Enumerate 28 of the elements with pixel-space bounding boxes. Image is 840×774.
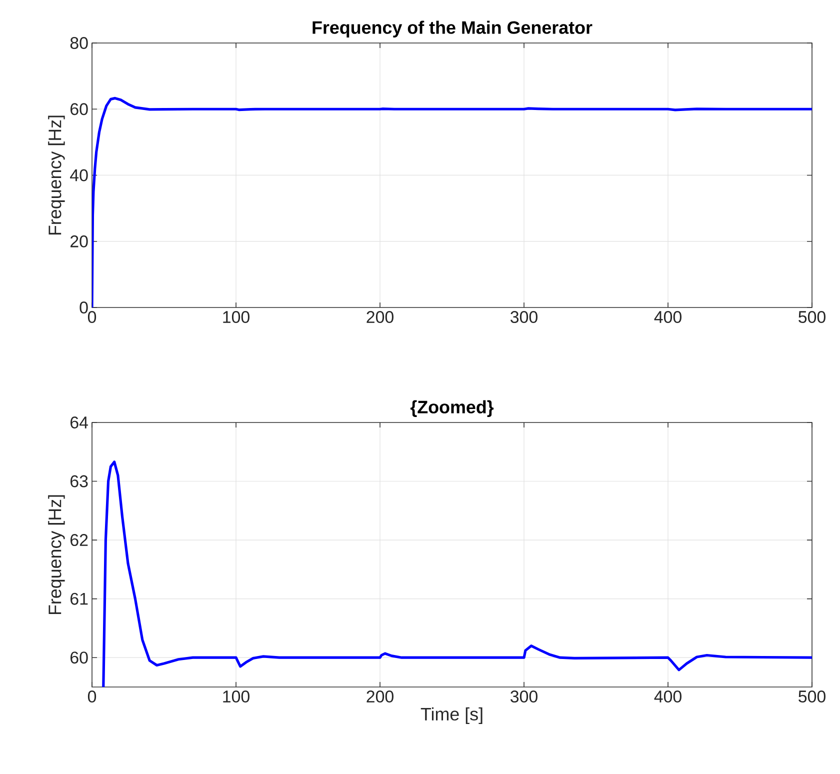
y-tick-label: 64 — [70, 416, 88, 428]
y-axis-title: Frequency [Hz] — [48, 495, 65, 614]
x-tick-label: 0 — [88, 311, 96, 323]
chart-title: {Zoomed} — [410, 400, 494, 417]
y-tick-label: 63 — [70, 475, 88, 488]
x-axis-title: Time [s] — [420, 707, 482, 724]
y-tick-label: 60 — [70, 652, 88, 664]
line-series — [92, 96, 812, 308]
y-tick-label: 80 — [70, 36, 88, 49]
x-tick-label: 200 — [366, 690, 394, 703]
y-tick-label: 20 — [70, 235, 88, 248]
x-tick-label: 0 — [88, 690, 96, 703]
x-tick-label: 300 — [510, 690, 538, 703]
chart-title: Frequency of the Main Generator — [312, 20, 592, 38]
x-tick-label: 200 — [366, 311, 394, 323]
y-tick-label: 61 — [70, 592, 88, 605]
x-tick-label: 100 — [223, 690, 250, 703]
x-tick-label: 300 — [510, 311, 538, 323]
x-tick-label: 500 — [798, 690, 826, 703]
y-tick-label: 40 — [70, 169, 88, 182]
x-tick-label: 500 — [798, 311, 826, 323]
x-tick-label: 400 — [654, 690, 682, 703]
y-axis-title: Frequency [Hz] — [48, 116, 65, 235]
y-tick-label: 0 — [80, 301, 88, 314]
y-tick-label: 62 — [70, 534, 88, 546]
x-tick-label: 400 — [654, 311, 682, 323]
y-tick-label: 60 — [70, 103, 88, 116]
x-tick-label: 100 — [223, 311, 250, 323]
